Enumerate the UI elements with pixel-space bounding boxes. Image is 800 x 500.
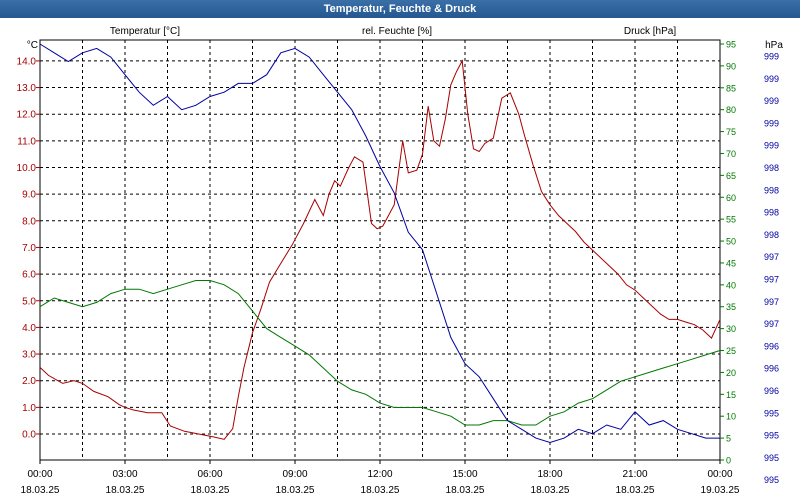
x-tick-date-label: 18.03.25: [446, 485, 485, 496]
humidity-series-line: [39, 280, 721, 426]
temperature-tick-label: 11.0: [17, 136, 36, 147]
temperature-tick-label: 5.0: [22, 296, 36, 307]
humidity-tick-label: 15: [726, 390, 736, 400]
pressure-tick-label: 997: [764, 252, 779, 262]
series-layer: [39, 43, 721, 444]
humidity-tick-label: 20: [726, 368, 736, 378]
x-tick-time-label: 15:00: [452, 469, 477, 480]
pressure-tick-label: 995: [764, 453, 779, 463]
temperature-tick-label: 7.0: [22, 243, 36, 254]
x-tick-time-label: 00:00: [707, 469, 732, 480]
temperature-tick-label: 12.0: [17, 110, 37, 121]
humidity-tick-label: 75: [726, 127, 736, 137]
pressure-tick-label: 999: [764, 52, 779, 62]
weather-chart: 0.0 1.0 2.0 3.0 4.0 5.0 6.0 7.0 8.0 9.0 10.0 11.0 12…: [17, 26, 784, 497]
pressure-tick-label: 999: [764, 118, 779, 128]
pressure-unit-label: hPa: [765, 40, 783, 51]
x-tick-date-label: 19.03.25: [701, 485, 740, 496]
pressure-axis-title: Druck [hPa]: [624, 26, 676, 37]
x-tick-date-label: 18.03.25: [191, 485, 230, 496]
temperature-unit-label: °C: [27, 40, 38, 51]
humidity-tick-label: 80: [726, 105, 736, 115]
x-tick-time-label: 21:00: [622, 469, 647, 480]
humidity-tick-label: 70: [726, 149, 736, 159]
temperature-tick-label: 4.0: [22, 323, 36, 334]
humidity-tick-label: 5: [726, 434, 731, 444]
x-tick-date-label: 18.03.25: [106, 485, 145, 496]
temperature-tick-label: 14.0: [17, 56, 37, 67]
humidity-tick-label: 85: [726, 83, 736, 93]
x-tick-date-label: 18.03.25: [361, 485, 400, 496]
pressure-tick-label: 996: [764, 386, 779, 396]
temperature-tick-label: 2.0: [22, 376, 36, 387]
humidity-tick-label: 25: [726, 346, 736, 356]
pressure-tick-label: 995: [764, 431, 779, 441]
humidity-tick-label: 95: [726, 40, 736, 50]
window-title: Temperatur, Feuchte & Druck: [0, 0, 800, 18]
temperature-tick-label: 0.0: [22, 430, 36, 441]
humidity-tick-label: 40: [726, 280, 736, 290]
x-tick-date-label: 18.03.25: [21, 485, 60, 496]
pressure-tick-label: 999: [764, 96, 779, 106]
chart-grid: [40, 40, 720, 460]
temperature-tick-label: 9.0: [22, 190, 36, 201]
pressure-tick-label: 995: [764, 475, 779, 485]
humidity-tick-label: 35: [726, 302, 736, 312]
pressure-tick-label: 998: [764, 185, 779, 195]
x-tick-date-label: 18.03.25: [276, 485, 315, 496]
humidity-tick-label: 0: [726, 456, 731, 466]
humidity-tick-label: 55: [726, 215, 736, 225]
pressure-tick-label: 997: [764, 275, 779, 285]
humidity-tick-label: 50: [726, 237, 736, 247]
temperature-tick-label: 10.0: [17, 163, 37, 174]
humidity-tick-label: 65: [726, 171, 736, 181]
pressure-tick-label: 998: [764, 163, 779, 173]
humidity-tick-label: 30: [726, 324, 736, 334]
humidity-tick-label: 10: [726, 412, 736, 422]
x-tick-time-label: 12:00: [367, 469, 392, 480]
x-tick-date-label: 18.03.25: [616, 485, 655, 496]
humidity-tick-label: 90: [726, 61, 736, 71]
pressure-tick-label: 999: [764, 141, 779, 151]
temperature-series-line: [39, 59, 721, 440]
temperature-tick-label: 13.0: [17, 83, 37, 94]
temperature-tick-label: 8.0: [22, 216, 36, 227]
humidity-tick-label: 60: [726, 193, 736, 203]
pressure-series-line: [39, 43, 720, 444]
pressure-tick-label: 996: [764, 364, 779, 374]
humidity-tick-label: 45: [726, 258, 736, 268]
x-tick-time-label: 18:00: [537, 469, 562, 480]
temperature-tick-label: 6.0: [22, 270, 36, 281]
pressure-tick-label: 996: [764, 341, 779, 351]
humidity-axis-title: rel. Feuchte [%]: [362, 26, 432, 37]
x-tick-time-label: 03:00: [112, 469, 137, 480]
pressure-tick-label: 999: [764, 74, 779, 84]
x-tick-date-label: 18.03.25: [531, 485, 570, 496]
temperature-tick-label: 1.0: [22, 403, 36, 414]
pressure-tick-label: 995: [764, 408, 779, 418]
pressure-tick-label: 998: [764, 208, 779, 218]
pressure-tick-label: 998: [764, 230, 779, 240]
x-tick-time-label: 09:00: [282, 469, 307, 480]
pressure-tick-label: 997: [764, 319, 779, 329]
x-tick-time-label: 00:00: [27, 469, 52, 480]
axes-layer: 0.0 1.0 2.0 3.0 4.0 5.0 6.0 7.0 8.0 9.0 10.0 11.0 12…: [17, 40, 780, 497]
temperature-tick-label: 3.0: [22, 350, 36, 361]
x-tick-time-label: 06:00: [197, 469, 222, 480]
temperature-axis-title: Temperatur [°C]: [110, 26, 180, 37]
pressure-tick-label: 997: [764, 297, 779, 307]
